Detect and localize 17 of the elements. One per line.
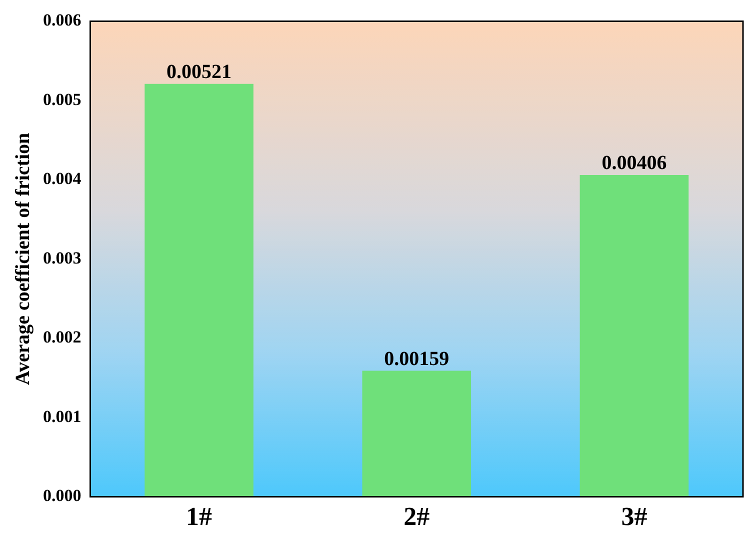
y-tick-label: 0.000: [43, 486, 82, 506]
y-tick-label: 0.002: [43, 328, 82, 347]
bar: [144, 84, 254, 497]
x-tick-label: 3#: [621, 502, 648, 532]
data-label: 0.00406: [602, 152, 667, 174]
bar: [580, 174, 689, 497]
y-tick-label: 0.003: [43, 248, 82, 268]
y-tick-label: 0.005: [43, 90, 82, 109]
y-tick-label: 0.004: [43, 169, 82, 188]
data-label: 0.00159: [384, 348, 450, 370]
x-tick-label: 2#: [404, 502, 430, 532]
y-axis-title: Average coefficient of friction: [12, 132, 34, 386]
data-label: 0.00521: [166, 60, 232, 83]
x-tick-label: 1#: [186, 502, 212, 532]
y-tick-label: 0.001: [43, 406, 82, 426]
bar: [362, 370, 472, 497]
y-tick-label: 0.006: [43, 10, 82, 30]
